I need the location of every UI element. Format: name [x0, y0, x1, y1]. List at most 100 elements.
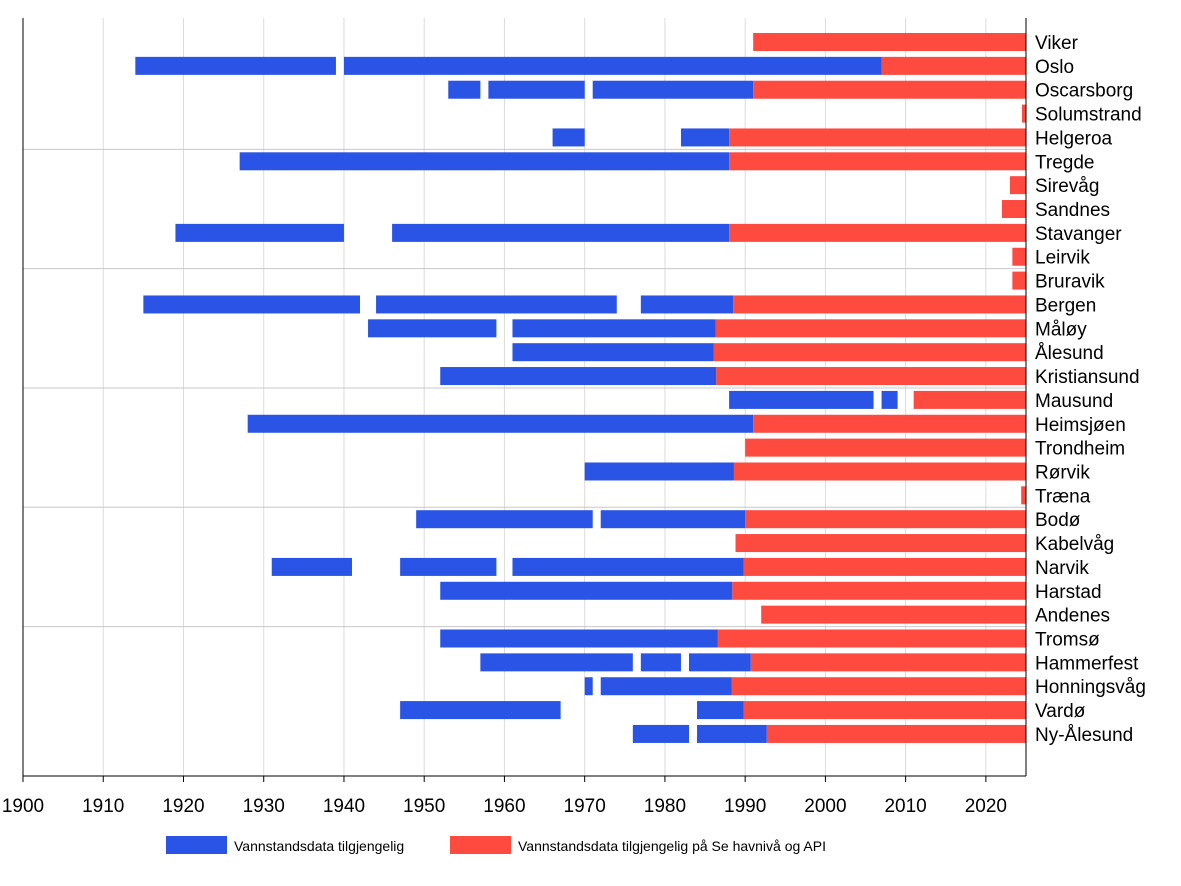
bar-historical-stavanger	[175, 223, 344, 242]
bar-historical-vardø	[400, 701, 561, 720]
bar-api-tregde	[729, 152, 1026, 171]
x-tick-label-2000: 2000	[804, 796, 846, 817]
bar-historical-bergen	[376, 295, 617, 314]
bar-historical-harstad	[440, 581, 733, 600]
bar-api-bergen	[733, 295, 1026, 314]
bar-api-ålesund	[713, 343, 1026, 362]
bar-historical-oscarsborg	[448, 80, 481, 99]
station-label-ny-ålesund: Ny-Ålesund	[1035, 725, 1133, 746]
station-label-stavanger: Stavanger	[1035, 224, 1122, 245]
bar-historical-oslo	[135, 56, 336, 75]
station-label-bodø: Bodø	[1035, 510, 1081, 531]
x-tick-label-1940: 1940	[323, 796, 365, 817]
bar-historical-ny-ålesund	[697, 724, 767, 743]
station-label-træna: Træna	[1035, 486, 1091, 507]
bar-api-viker	[753, 33, 1026, 51]
bar-api-kabelvåg	[735, 534, 1026, 553]
bar-historical-tregde	[239, 152, 730, 171]
bar-api-hammerfest	[750, 653, 1026, 672]
bar-api-narvik	[743, 557, 1026, 576]
bar-api-bruravik	[1012, 271, 1026, 290]
legend-swatch-historical	[166, 836, 227, 854]
bar-historical-oscarsborg	[592, 80, 754, 99]
bar-api-heimsjøen	[753, 414, 1026, 433]
bar-historical-oscarsborg	[488, 80, 585, 99]
bar-api-mausund	[913, 390, 1026, 409]
bar-historical-bergen	[640, 295, 734, 314]
station-label-kristiansund: Kristiansund	[1035, 367, 1140, 388]
bar-api-stavanger	[729, 223, 1026, 242]
bar-api-solumstrand	[1021, 104, 1026, 123]
station-label-tregde: Tregde	[1035, 152, 1095, 173]
bar-historical-stavanger	[392, 223, 730, 242]
bar-api-oslo	[881, 56, 1026, 75]
station-label-sandnes: Sandnes	[1035, 200, 1110, 221]
bar-historical-honningsvåg	[600, 677, 732, 696]
legend-label-api: Vannstandsdata tilgjengelig på Se havniv…	[518, 838, 826, 854]
station-label-sirevåg: Sirevåg	[1035, 176, 1099, 197]
bar-api-ny-ålesund	[766, 724, 1026, 743]
bar-historical-narvik	[512, 557, 744, 576]
x-tick-label-2020: 2020	[965, 796, 1007, 817]
bar-api-oscarsborg	[753, 80, 1026, 99]
x-tick-label-1950: 1950	[403, 796, 445, 817]
bar-api-leirvik	[1012, 247, 1026, 266]
bar-api-tromsø	[717, 629, 1026, 648]
bar-historical-tromsø	[440, 629, 718, 648]
bars	[135, 33, 1026, 743]
bar-historical-hammerfest	[640, 653, 681, 672]
bar-historical-hammerfest	[688, 653, 751, 672]
axes	[22, 18, 1027, 777]
bar-historical-måløy	[512, 319, 716, 338]
station-label-kabelvåg: Kabelvåg	[1035, 534, 1114, 555]
bar-api-trondheim	[745, 438, 1026, 457]
station-label-viker: Viker	[1035, 33, 1079, 54]
x-tick-label-1930: 1930	[243, 796, 285, 817]
bar-historical-mausund	[881, 390, 898, 409]
bar-historical-narvik	[400, 557, 497, 576]
bar-historical-ålesund	[512, 343, 714, 362]
station-label-tromsø: Tromsø	[1035, 630, 1100, 651]
station-label-honningsvåg: Honningsvåg	[1035, 677, 1146, 698]
x-tick-labels: 1900 1910 1920 1930 1940 1950 1960 1970 1980 1990…	[2, 776, 1007, 817]
bar-api-rørvik	[733, 462, 1026, 481]
bar-historical-bergen	[143, 295, 361, 314]
bar-api-træna	[1021, 486, 1026, 505]
x-tick-label-1910: 1910	[82, 796, 124, 817]
x-tick-label-1920: 1920	[162, 796, 204, 817]
station-label-narvik: Narvik	[1035, 558, 1089, 579]
x-tick-label-1970: 1970	[564, 796, 606, 817]
station-label-ålesund: Ålesund	[1035, 343, 1104, 364]
bar-historical-bodø	[600, 510, 746, 529]
station-label-harstad: Harstad	[1035, 582, 1102, 603]
x-tick-label-1960: 1960	[483, 796, 525, 817]
station-label-solumstrand: Solumstrand	[1035, 105, 1142, 126]
bar-historical-mausund	[729, 390, 874, 409]
station-label-vardø: Vardø	[1035, 701, 1086, 722]
bar-historical-narvik	[271, 557, 352, 576]
bar-api-helgeroa	[729, 128, 1026, 147]
bar-api-sandnes	[1001, 200, 1026, 219]
bar-api-vardø	[743, 701, 1026, 720]
station-label-helgeroa: Helgeroa	[1035, 128, 1113, 149]
station-label-rørvik: Rørvik	[1035, 462, 1090, 483]
bar-historical-rørvik	[584, 462, 734, 481]
bar-historical-måløy	[368, 319, 497, 338]
bar-historical-hammerfest	[480, 653, 633, 672]
station-label-leirvik: Leirvik	[1035, 248, 1090, 269]
x-tick-label-1990: 1990	[724, 796, 766, 817]
bar-api-andenes	[761, 605, 1026, 624]
bar-api-kristiansund	[716, 367, 1026, 386]
station-label-trondheim: Trondheim	[1035, 439, 1125, 460]
station-label-heimsjøen: Heimsjøen	[1035, 415, 1126, 436]
x-tick-label-1900: 1900	[2, 796, 44, 817]
bar-historical-ny-ålesund	[632, 724, 689, 743]
x-tick-label-1980: 1980	[644, 796, 686, 817]
bar-historical-kristiansund	[440, 367, 717, 386]
bar-historical-vardø	[697, 701, 744, 720]
station-label-mausund: Mausund	[1035, 391, 1113, 412]
station-label-oslo: Oslo	[1035, 57, 1074, 78]
bar-api-bodø	[745, 510, 1026, 529]
